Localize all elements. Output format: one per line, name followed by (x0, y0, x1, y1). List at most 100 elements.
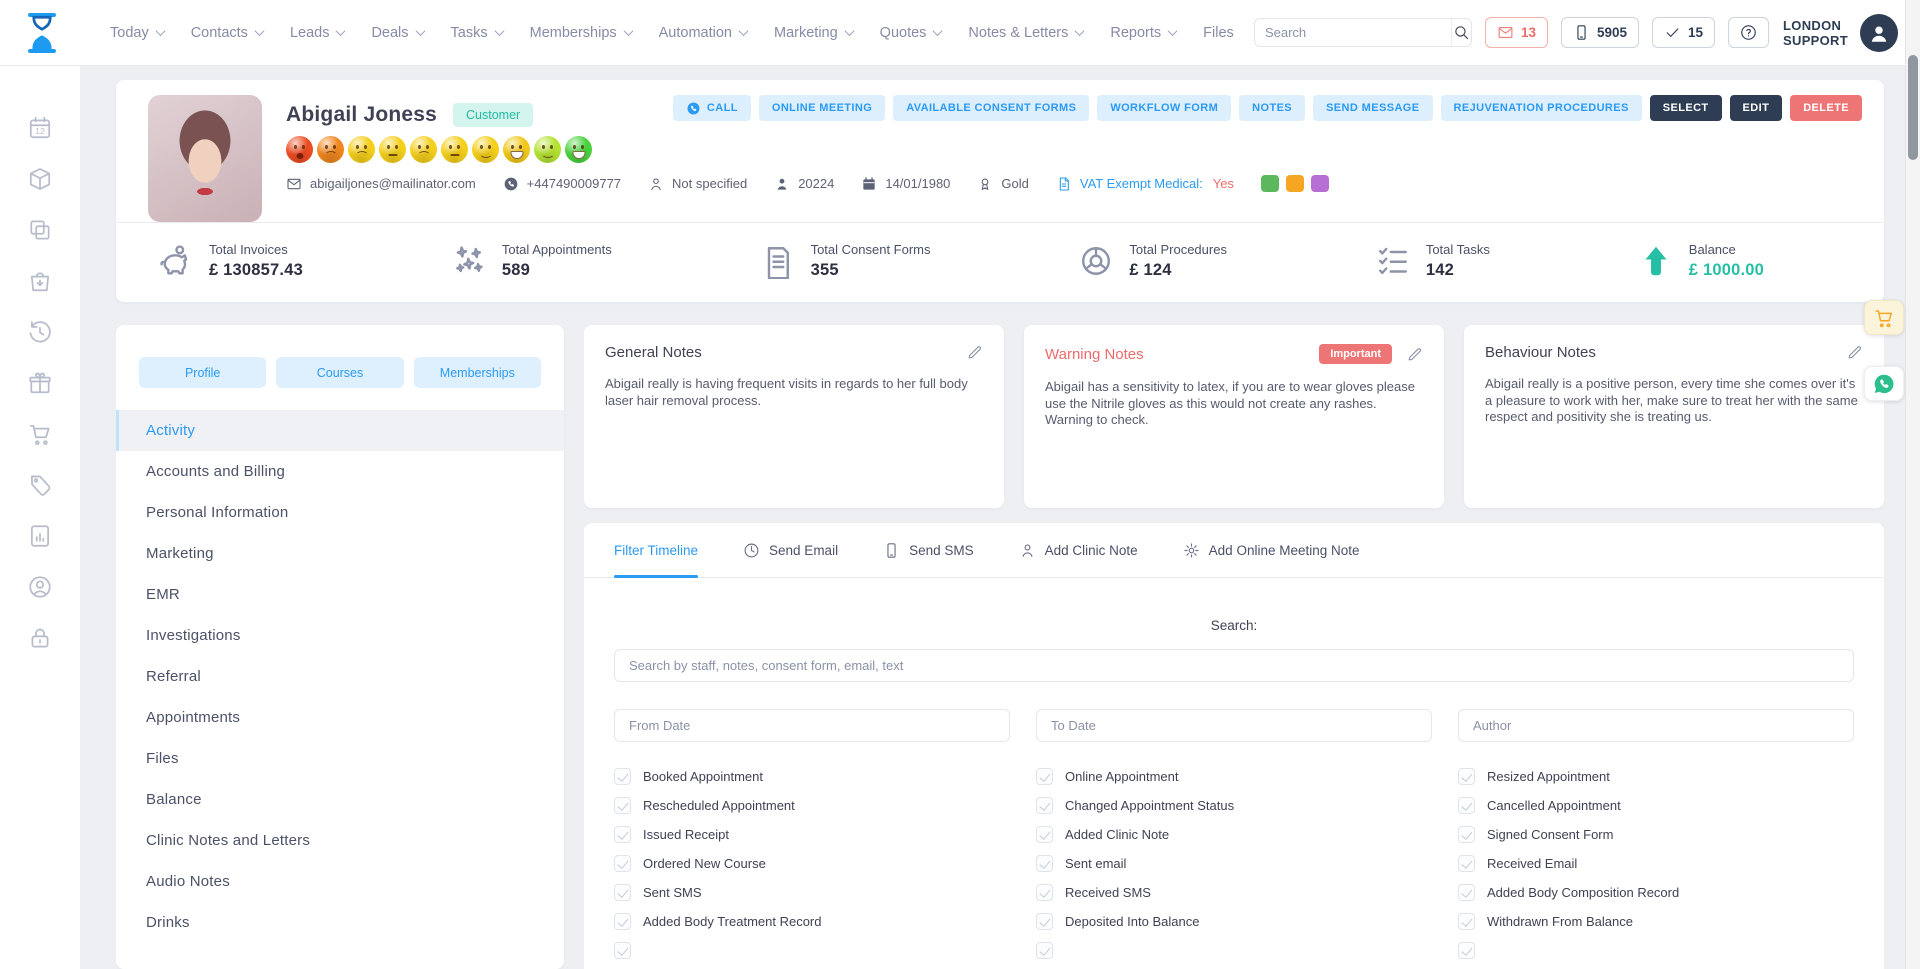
profile-menu-item[interactable]: Audio Notes (146, 873, 230, 890)
nav-item[interactable]: Files (1203, 24, 1234, 41)
filter-checkbox[interactable]: Online Appointment (1036, 768, 1432, 785)
nav-item[interactable]: Contacts (191, 25, 265, 41)
from-date-input[interactable] (614, 709, 1010, 742)
action-button[interactable]: SEND MESSAGE (1313, 95, 1433, 121)
timeline-tab[interactable]: Filter Timeline (614, 523, 699, 578)
customer-phone[interactable]: +447490009777 (503, 176, 621, 192)
checkbox-checked[interactable] (1458, 913, 1475, 930)
satisfaction-emoji[interactable] (565, 136, 592, 163)
nav-item[interactable]: Deals (371, 25, 425, 41)
filter-checkbox[interactable] (1458, 942, 1854, 959)
timeline-search-input[interactable] (614, 649, 1854, 682)
scrollbar-thumb[interactable] (1908, 55, 1918, 160)
checkbox-checked[interactable] (614, 855, 631, 872)
edit-note-icon[interactable] (1406, 346, 1423, 363)
satisfaction-emoji[interactable] (441, 136, 468, 163)
author-input[interactable] (1458, 709, 1854, 742)
checkbox-checked[interactable] (614, 884, 631, 901)
checkbox-checked[interactable] (1036, 884, 1053, 901)
checkbox-checked[interactable] (1458, 884, 1475, 901)
checkbox-checked[interactable] (614, 913, 631, 930)
checkbox-checked[interactable] (614, 768, 631, 785)
filter-checkbox[interactable]: Issued Receipt (614, 826, 1010, 843)
profile-menu-item[interactable]: Appointments (146, 709, 241, 726)
history-icon[interactable] (27, 319, 53, 345)
calls-badge[interactable]: 5905 (1560, 17, 1640, 48)
panel-tab[interactable]: Courses (276, 357, 404, 388)
page-scrollbar[interactable] (1905, 0, 1920, 969)
filter-checkbox[interactable]: Ordered New Course (614, 855, 1010, 872)
nav-item[interactable]: Memberships (530, 25, 634, 41)
filter-checkbox[interactable]: Added Body Composition Record (1458, 884, 1854, 901)
satisfaction-emoji[interactable] (410, 136, 437, 163)
profile-menu-item[interactable]: Personal Information (146, 504, 289, 521)
whatsapp-float-button[interactable] (1864, 366, 1904, 401)
satisfaction-emoji[interactable] (348, 136, 375, 163)
satisfaction-emoji[interactable] (534, 136, 561, 163)
checkbox-checked[interactable] (1458, 768, 1475, 785)
profile-menu-item[interactable]: Files (146, 750, 179, 767)
filter-checkbox[interactable]: Booked Appointment (614, 768, 1010, 785)
checkbox-checked[interactable] (1458, 855, 1475, 872)
filter-checkbox[interactable]: Received SMS (1036, 884, 1432, 901)
nav-item[interactable]: Marketing (774, 25, 855, 41)
cart-icon[interactable] (27, 421, 53, 447)
filter-checkbox[interactable] (1036, 942, 1432, 959)
satisfaction-emoji[interactable] (286, 136, 313, 163)
calendar-icon[interactable]: 12 (27, 115, 53, 141)
copy-icon[interactable] (27, 217, 53, 243)
checkbox-checked[interactable] (1036, 913, 1053, 930)
action-button[interactable]: ONLINE MEETING (758, 95, 886, 121)
nav-item[interactable]: Tasks (451, 25, 505, 41)
tasks-badge[interactable]: 15 (1652, 17, 1716, 48)
cart-float-button[interactable] (1864, 300, 1904, 335)
profile-menu-item[interactable]: Accounts and Billing (146, 463, 286, 480)
edit-note-icon[interactable] (966, 344, 983, 361)
user-circle-icon[interactable] (27, 574, 53, 600)
checkbox-checked[interactable] (1458, 797, 1475, 814)
nav-item[interactable]: Leads (290, 25, 346, 41)
timeline-tab[interactable]: Send Email (743, 523, 838, 577)
checkbox-checked[interactable] (1458, 942, 1475, 959)
app-logo[interactable] (24, 12, 60, 54)
profile-menu-item[interactable]: EMR (146, 586, 180, 603)
satisfaction-emoji[interactable] (317, 136, 344, 163)
checkbox-checked[interactable] (1036, 942, 1053, 959)
checkbox-checked[interactable] (1036, 826, 1053, 843)
profile-menu-item[interactable]: Investigations (146, 627, 241, 644)
filter-checkbox[interactable]: Received Email (1458, 855, 1854, 872)
filter-checkbox[interactable]: Sent SMS (614, 884, 1010, 901)
checkbox-checked[interactable] (1036, 768, 1053, 785)
tag-swatch[interactable] (1310, 175, 1329, 192)
timeline-tab[interactable]: Send SMS (883, 523, 974, 577)
satisfaction-emoji[interactable] (503, 136, 530, 163)
action-button[interactable]: NOTES (1239, 95, 1306, 121)
customer-email[interactable]: abigailjones@mailinator.com (286, 176, 476, 192)
report-icon[interactable] (27, 523, 53, 549)
messages-badge[interactable]: 13 (1484, 17, 1548, 48)
price-tag-icon[interactable] (27, 472, 53, 498)
action-button[interactable]: DELETE (1790, 95, 1862, 121)
filter-checkbox[interactable]: Changed Appointment Status (1036, 797, 1432, 814)
filter-checkbox[interactable]: Added Clinic Note (1036, 826, 1432, 843)
customer-photo[interactable] (148, 95, 262, 222)
action-button[interactable]: CALL (672, 95, 751, 121)
checkbox-checked[interactable] (1036, 797, 1053, 814)
action-button[interactable]: EDIT (1729, 95, 1783, 121)
filter-checkbox[interactable] (614, 942, 1010, 959)
search-input[interactable] (1254, 25, 1451, 40)
gift-icon[interactable] (27, 370, 53, 396)
filter-checkbox[interactable]: Rescheduled Appointment (614, 797, 1010, 814)
help-button[interactable] (1728, 17, 1770, 48)
lock-icon[interactable] (27, 625, 53, 651)
checkbox-checked[interactable] (614, 797, 631, 814)
nav-item[interactable]: Today (110, 25, 166, 41)
filter-checkbox[interactable]: Sent email (1036, 855, 1432, 872)
panel-tab[interactable]: Profile (139, 357, 267, 388)
profile-menu-item[interactable]: Referral (146, 668, 201, 685)
filter-checkbox[interactable]: Added Body Treatment Record (614, 913, 1010, 930)
checkbox-checked[interactable] (1458, 826, 1475, 843)
profile-menu-item[interactable]: Clinic Notes and Letters (146, 832, 311, 849)
nav-item[interactable]: Reports (1110, 25, 1178, 41)
checkbox-checked[interactable] (614, 942, 631, 959)
